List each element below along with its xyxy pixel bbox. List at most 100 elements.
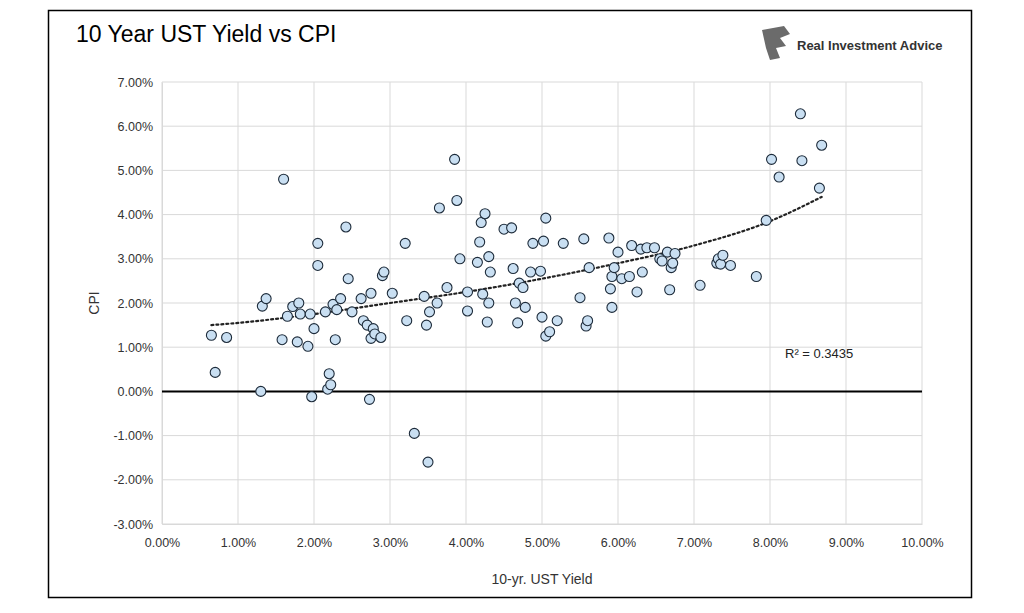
tick-label: 7.00% bbox=[118, 76, 153, 90]
frame bbox=[49, 11, 972, 598]
point bbox=[222, 332, 232, 342]
point bbox=[526, 267, 536, 277]
point bbox=[206, 330, 216, 340]
point bbox=[761, 215, 771, 225]
title: 10 Year UST Yield vs CPI bbox=[76, 21, 336, 47]
point bbox=[279, 174, 289, 184]
tick-label: 0.00% bbox=[145, 536, 180, 550]
tick: 2.00% bbox=[297, 524, 332, 550]
grid-line-x bbox=[162, 82, 163, 524]
tick-label: 3.00% bbox=[373, 536, 408, 550]
point bbox=[277, 335, 287, 345]
point bbox=[434, 203, 444, 213]
point bbox=[450, 154, 460, 164]
annotation: R² = 0.3435 bbox=[785, 346, 853, 361]
point bbox=[313, 260, 323, 270]
grid-line-y bbox=[162, 258, 922, 259]
point bbox=[575, 293, 585, 303]
point bbox=[817, 140, 827, 150]
point bbox=[795, 109, 805, 119]
tick: 10.00% bbox=[901, 524, 943, 550]
tick: 4.00% bbox=[449, 524, 484, 550]
point bbox=[485, 267, 495, 277]
tick: 7.00% bbox=[118, 76, 162, 90]
baseline bbox=[162, 390, 922, 392]
point bbox=[261, 294, 271, 304]
point bbox=[751, 271, 761, 281]
point bbox=[292, 337, 302, 347]
point bbox=[513, 318, 523, 328]
tick-label: 7.00% bbox=[677, 536, 712, 550]
point bbox=[295, 309, 305, 319]
trendline bbox=[211, 197, 821, 325]
point bbox=[402, 316, 412, 326]
point bbox=[657, 256, 667, 266]
tick-label: 6.00% bbox=[601, 536, 636, 550]
point bbox=[609, 263, 619, 273]
point bbox=[442, 283, 452, 293]
axis-line bbox=[162, 83, 163, 525]
plot-area bbox=[206, 109, 826, 467]
point bbox=[637, 267, 647, 277]
point bbox=[482, 317, 492, 327]
x-axis: 0.00% 1.00% 2.00% 3.00% 4.00% 5.00% 6.00% 7.00%… bbox=[145, 524, 944, 550]
point bbox=[303, 341, 313, 351]
tick: 3.00% bbox=[118, 252, 162, 266]
point bbox=[432, 298, 442, 308]
tick: -3.00% bbox=[113, 518, 162, 532]
point bbox=[539, 236, 549, 246]
point bbox=[797, 156, 807, 166]
point bbox=[455, 254, 465, 264]
point bbox=[463, 287, 473, 297]
point bbox=[400, 238, 410, 248]
tick: 2.00% bbox=[118, 297, 162, 311]
point bbox=[607, 302, 617, 312]
grid-line-y bbox=[162, 82, 922, 83]
tick-label: -3.00% bbox=[113, 518, 153, 532]
tick-label: 5.00% bbox=[118, 164, 153, 178]
tick-label: 2.00% bbox=[118, 297, 153, 311]
point bbox=[605, 284, 615, 294]
tick-label: 5.00% bbox=[525, 536, 560, 550]
grid-line-y bbox=[162, 479, 922, 480]
tick-label: 6.00% bbox=[118, 120, 153, 134]
point bbox=[774, 172, 784, 182]
tick-label: 10.00% bbox=[901, 536, 943, 550]
grid bbox=[162, 82, 922, 524]
point bbox=[356, 294, 366, 304]
point bbox=[558, 238, 568, 248]
point bbox=[535, 266, 545, 276]
point bbox=[347, 307, 357, 317]
tick: 5.00% bbox=[118, 164, 162, 178]
tick: 1.00% bbox=[221, 524, 256, 550]
point bbox=[613, 247, 623, 257]
point bbox=[309, 324, 319, 334]
point bbox=[507, 223, 517, 233]
point bbox=[518, 283, 528, 293]
tick: 7.00% bbox=[677, 524, 712, 550]
point bbox=[604, 233, 614, 243]
y-axis: -3.00%-2.00%-1.00%0.00%1.00%2.00%3.00%4.… bbox=[113, 76, 162, 532]
point bbox=[508, 264, 518, 274]
grid-line-y bbox=[162, 303, 922, 304]
point bbox=[541, 213, 551, 223]
tick-label: -2.00% bbox=[113, 473, 153, 487]
tick: 4.00% bbox=[118, 208, 162, 222]
point bbox=[294, 298, 304, 308]
tick: 8.00% bbox=[753, 524, 788, 550]
point bbox=[376, 332, 386, 342]
tick-label: 9.00% bbox=[829, 536, 864, 550]
point bbox=[725, 260, 735, 270]
point bbox=[627, 241, 637, 251]
logo-icon bbox=[762, 26, 790, 60]
point bbox=[814, 183, 824, 193]
point bbox=[313, 238, 323, 248]
tick-label: 2.00% bbox=[297, 536, 332, 550]
point bbox=[584, 263, 594, 273]
point bbox=[478, 289, 488, 299]
point bbox=[343, 274, 353, 284]
tick-label: 1.00% bbox=[118, 341, 153, 355]
point bbox=[332, 305, 342, 315]
point bbox=[409, 428, 419, 438]
tick-label: -1.00% bbox=[113, 429, 153, 443]
